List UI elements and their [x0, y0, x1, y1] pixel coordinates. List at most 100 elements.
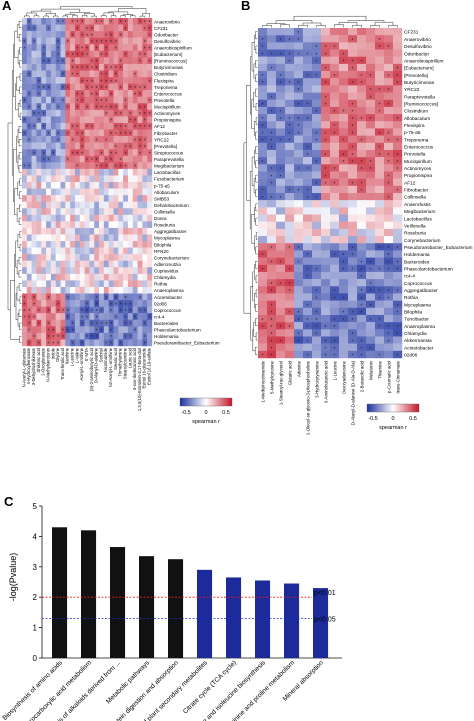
heatmap-cell [108, 50, 114, 58]
heatmap-cell [142, 247, 148, 255]
significance-star: * [81, 132, 83, 138]
heatmap-cell [74, 175, 80, 183]
significance-star: * [100, 165, 102, 171]
dendrogram-branch [142, 13, 150, 18]
significance-star: * [57, 335, 59, 341]
heatmap-cell [36, 339, 42, 347]
heatmap-cell [74, 313, 80, 320]
heatmap-cell [74, 50, 80, 58]
significance-star: * [52, 335, 54, 341]
heatmap-cell [113, 83, 119, 91]
heatmap-cell [22, 273, 28, 281]
heatmap-cell [123, 83, 129, 91]
heatmap-cell [137, 142, 143, 150]
heatmap-cell [312, 178, 322, 187]
heatmap-cell [74, 44, 80, 51]
heatmap-cell [103, 201, 109, 209]
heatmap-cell [84, 247, 90, 255]
heatmap-cell [41, 149, 47, 156]
column-label: N-Methylserotonin [45, 347, 50, 382]
significance-star: * [23, 165, 25, 171]
heatmap-cell [108, 273, 114, 281]
heatmap-cell [60, 247, 66, 255]
heatmap-cell [99, 260, 105, 268]
heatmap-cell [36, 313, 42, 320]
heatmap-cell [46, 254, 52, 261]
heatmap-cell [31, 234, 37, 242]
heatmap-cell [89, 241, 95, 248]
heatmap-cell [94, 313, 100, 320]
heatmap-cell [267, 257, 277, 265]
row-label: Anaerovibrio [404, 37, 431, 43]
significance-star: * [76, 73, 78, 79]
heatmap-cell [348, 307, 358, 316]
column-label: Sorbitol [98, 348, 103, 362]
significance-star: * [134, 119, 136, 125]
heatmap-cell [357, 307, 367, 316]
heatmap-cell [366, 157, 376, 165]
significance-star: * [91, 92, 93, 98]
heatmap-cell [79, 155, 85, 163]
row-label: Holdemania [404, 252, 430, 258]
heatmap-cell [147, 332, 153, 340]
dendrogram-branch [255, 289, 258, 298]
heatmap-cell [267, 300, 277, 308]
significance-star: * [72, 53, 74, 59]
heatmap-cell [303, 300, 313, 308]
heatmap-cell [285, 78, 295, 86]
significance-star: * [120, 165, 122, 171]
heatmap-cell [113, 273, 119, 281]
heatmap-cell [303, 142, 313, 151]
panel-a-legend-tick: 0 [204, 410, 207, 416]
heatmap-cell [103, 24, 109, 32]
heatmap-cell [294, 207, 304, 215]
significance-star: * [352, 146, 354, 152]
heatmap-cell [108, 339, 114, 347]
heatmap-cell [89, 221, 95, 229]
heatmap-cell [294, 49, 304, 57]
heatmap-cell [137, 293, 143, 301]
heatmap-cell [74, 241, 80, 248]
significance-star: * [307, 74, 309, 80]
row-label: Actinomyces [154, 111, 181, 116]
significance-star: * [38, 342, 40, 348]
row-label: Rothia [404, 295, 418, 301]
heatmap-cell [103, 227, 109, 235]
heatmap-cell [65, 96, 71, 104]
significance-star: * [271, 131, 273, 137]
heatmap-cell [276, 164, 286, 172]
row-label: Clostridium [404, 109, 428, 115]
heatmap-cell [65, 18, 71, 25]
heatmap-cell [31, 129, 37, 137]
heatmap-cell [132, 326, 138, 334]
significance-star: * [325, 167, 327, 173]
heatmap-cell [46, 313, 52, 320]
heatmap-cell [99, 103, 105, 111]
heatmap-cell [55, 142, 61, 150]
dendrogram-branch [139, 15, 146, 18]
significance-star: * [397, 246, 399, 252]
heatmap-cell [22, 247, 28, 255]
heatmap-cell [312, 286, 322, 294]
heatmap-cell [384, 250, 394, 258]
heatmap-cell [147, 129, 153, 137]
panel-a-row-labels: AnaerovibrioCF231OdoribacterDesulfovibri… [154, 19, 220, 345]
significance-star: * [125, 302, 127, 308]
heatmap-cell [70, 306, 76, 314]
significance-star: * [62, 309, 64, 315]
heatmap-cell [46, 155, 52, 163]
heatmap-cell [41, 326, 47, 334]
significance-star: * [86, 302, 88, 308]
row-label: Aggregatibacter [154, 229, 187, 234]
heatmap-cell [103, 37, 109, 45]
significance-star: * [361, 268, 363, 274]
heatmap-cell [31, 267, 37, 275]
heatmap-cell [294, 193, 304, 201]
row-label: Pseudoramibacter_Eubacterium [404, 245, 473, 251]
heatmap-cell [103, 221, 109, 229]
row-label: Streptococcus [154, 150, 184, 155]
heatmap-cell [46, 122, 52, 130]
heatmap-cell [84, 37, 90, 45]
heatmap-cell [26, 182, 32, 189]
